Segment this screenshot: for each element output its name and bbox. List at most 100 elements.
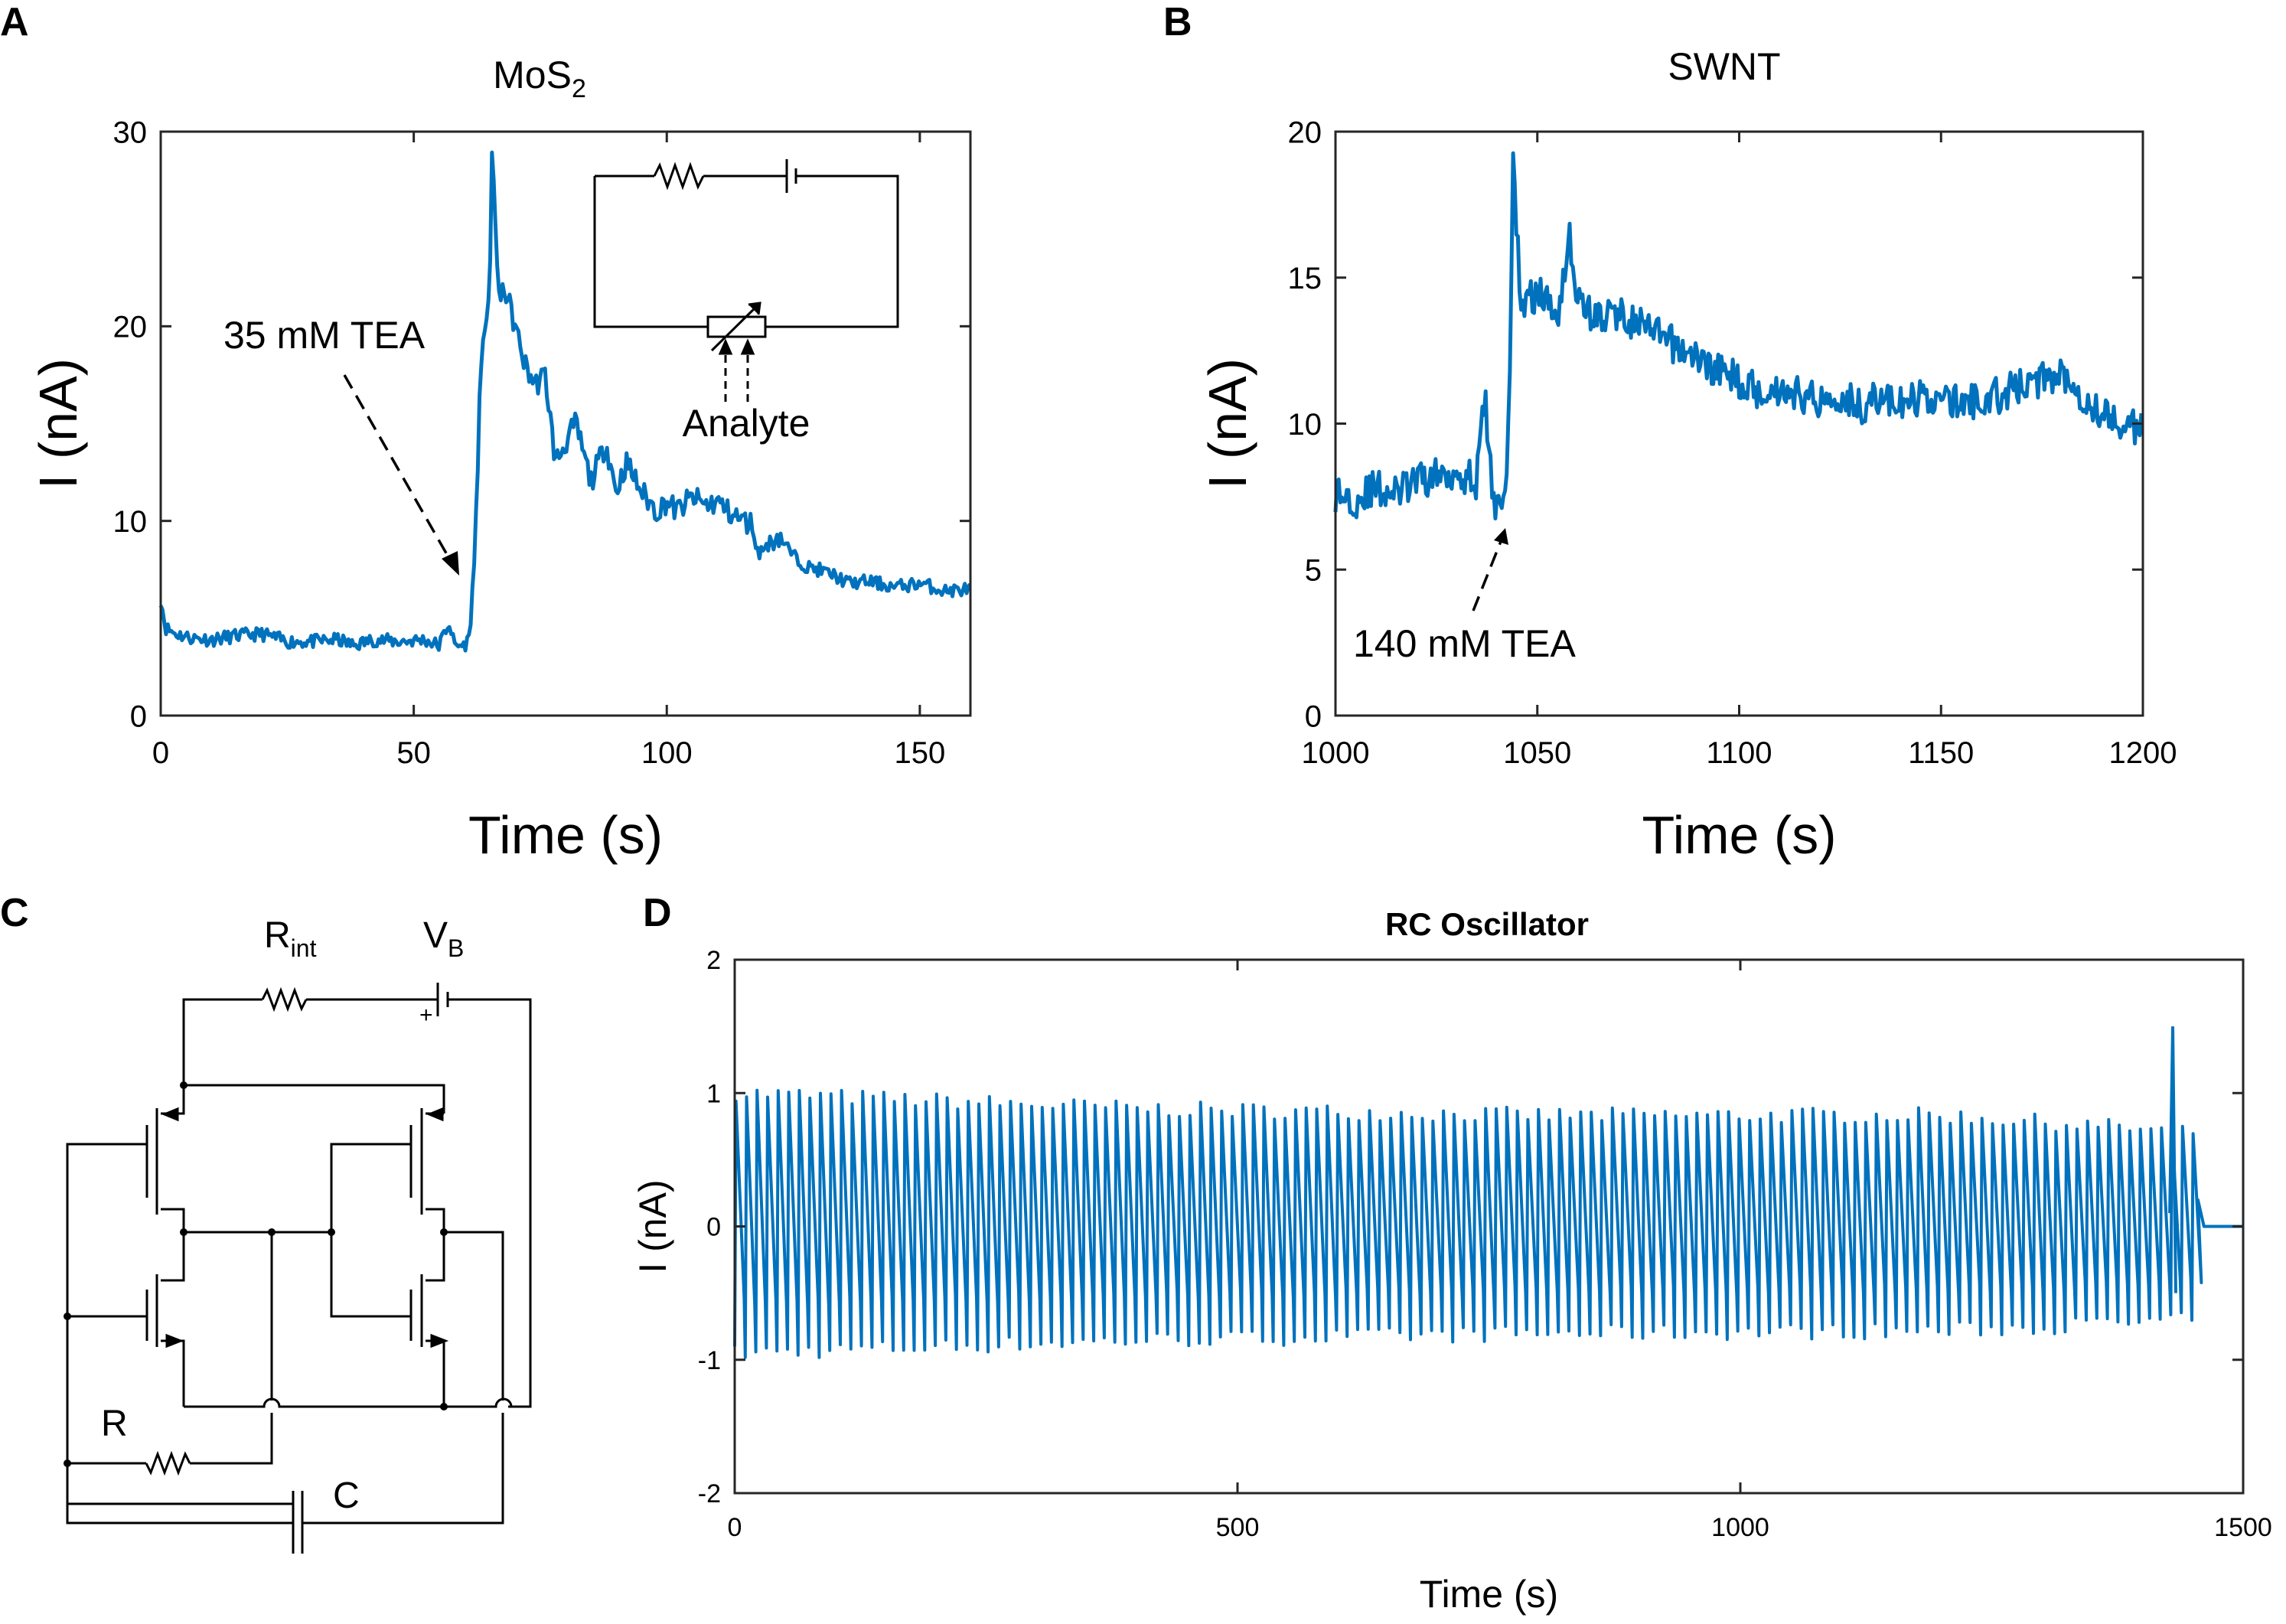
feedback-resistor <box>145 1450 191 1476</box>
panel-a-annotation: 35 mM TEA <box>223 314 426 357</box>
x-tick-label: 1500 <box>2214 1513 2272 1542</box>
wire-ground-rail <box>184 1397 513 1408</box>
circuit <box>66 983 532 1554</box>
wire-output-to-cap <box>302 1413 504 1525</box>
x-axis-label: Time (s) <box>1642 805 1836 865</box>
panel-c: C Rint VB + R C <box>0 891 532 1554</box>
wire-cap-left <box>66 1463 293 1525</box>
x-tick-label: 100 <box>641 736 693 770</box>
panel-a-inset-circuit <box>593 159 899 402</box>
x-axis-label: Time (s) <box>1420 1573 1558 1616</box>
rint-resistor <box>261 986 308 1013</box>
rint-label-subscript: int <box>291 934 317 962</box>
y-tick-label: 0 <box>706 1213 721 1242</box>
vb-label-main: V <box>423 915 448 956</box>
x-tick-label: 1100 <box>1706 736 1772 770</box>
y-tick-label: 1 <box>706 1079 721 1108</box>
series-line-0 <box>733 1088 2243 1359</box>
nmos-left-arrow <box>165 1333 184 1348</box>
wire-left-input <box>66 1143 293 1505</box>
pmos-left-arrow <box>161 1107 179 1122</box>
nmos-right-drain <box>426 1232 445 1282</box>
y-tick-label: 20 <box>113 311 148 344</box>
wire-top-right <box>448 998 532 1408</box>
panel-a-title-main: MoS <box>493 54 572 96</box>
x-tick-label: 150 <box>895 736 946 770</box>
panel-d-plot: 0 500 1000 1500 -2 -1 0 1 2 Time (s) I (nA) <box>631 946 2272 1616</box>
panel-a-letter: A <box>0 0 29 44</box>
y-tick-label: -1 <box>698 1346 721 1375</box>
series-line-0 <box>158 150 972 653</box>
axes-box <box>733 958 2245 1495</box>
y-tick-label: -2 <box>698 1479 721 1508</box>
circuit-junction-dots <box>64 1081 448 1467</box>
x-axis-label: Time (s) <box>468 805 663 865</box>
y-tick-label: 0 <box>1305 699 1322 733</box>
y-tick-label: 10 <box>1288 408 1322 442</box>
inset-variable-arrowhead <box>748 302 761 315</box>
inset-wire-left <box>593 176 708 328</box>
wire-top-left <box>182 998 263 1085</box>
x-tick-label: 1050 <box>1503 736 1571 770</box>
y-tick-label: 0 <box>130 699 147 733</box>
inset-variable-arrow <box>710 302 761 352</box>
wire-right-output <box>444 1231 504 1401</box>
panel-a-inset-label: Analyte <box>683 402 810 445</box>
x-tick-label: 0 <box>728 1513 742 1542</box>
pmos-left-source <box>161 1085 185 1115</box>
panel-c-letter: C <box>0 891 29 935</box>
inset-analyte-arrowhead-left <box>718 338 733 355</box>
vb-label: VB <box>423 915 464 962</box>
panel-b-annotation-arrow <box>1472 528 1508 611</box>
x-tick-label: 1000 <box>1711 1513 1769 1542</box>
inset-resistor-zigzag <box>653 161 705 191</box>
series-line-0 <box>1333 151 2144 520</box>
x-tick-label: 0 <box>152 736 169 770</box>
panel-b-letter: B <box>1163 0 1192 44</box>
panel-a-title: MoS2 <box>493 54 586 103</box>
pmos-right-arrow <box>426 1107 444 1122</box>
panel-a-title-subscript: 2 <box>572 74 586 103</box>
wire-right-input <box>330 1143 411 1318</box>
panel-b-annotation: 140 mM TEA <box>1353 622 1576 665</box>
nmos-left-source <box>161 1339 185 1407</box>
x-tick-label: 1200 <box>2109 736 2177 770</box>
y-tick-label: 20 <box>1288 116 1322 149</box>
pmos-right-drain <box>426 1208 445 1232</box>
rint-label-main: R <box>264 915 291 956</box>
x-tick-label: 500 <box>1216 1513 1260 1542</box>
series-spike <box>2168 1026 2177 1293</box>
panel-b: B SWNT 1000 1050 1100 1150 1200 0 5 10 15 20 Time … <box>1163 0 2177 865</box>
x-tick-label: 1150 <box>1908 736 1974 770</box>
nmos-right-source <box>426 1339 445 1407</box>
y-tick-label: 10 <box>113 505 148 539</box>
y-axis-label: I (nA) <box>1198 358 1257 489</box>
panel-a-plot: 0 50 100 150 0 10 20 30 Time (s) I (nA) <box>28 116 972 865</box>
nmos-right-arrow <box>430 1333 449 1348</box>
panel-b-title: SWNT <box>1668 45 1780 88</box>
pmos-left-drain <box>161 1208 185 1232</box>
wire-r-node-lower <box>190 1413 273 1465</box>
inset-analyte-arrowhead-right <box>740 338 755 355</box>
wire-vdd-rail <box>184 1084 445 1114</box>
y-tick-label: 5 <box>1305 554 1322 588</box>
battery-plus-label: + <box>419 1003 433 1028</box>
x-tick-label: 1000 <box>1302 736 1370 770</box>
nmos-left-drain <box>161 1232 185 1282</box>
inset-wire-right <box>765 174 899 328</box>
inset-sensor-resistor <box>706 315 767 338</box>
rint-label: Rint <box>264 915 317 962</box>
y-tick-label: 2 <box>706 946 721 975</box>
vb-label-subscript: B <box>448 934 464 962</box>
panel-a-annotation-arrow <box>343 374 459 576</box>
r-label: R <box>101 1404 128 1444</box>
c-label: C <box>333 1476 360 1516</box>
y-tick-label: 30 <box>113 116 148 149</box>
y-tick-label: 15 <box>1288 262 1322 295</box>
axes-box <box>159 130 972 717</box>
panel-b-plot: 1000 1050 1100 1150 1200 0 5 10 15 20 Time (s) I (n… <box>1198 116 2177 865</box>
panel-d: D RC Oscillator 0 500 1000 1500 -2 -1 0 1 2 Time … <box>631 891 2272 1616</box>
y-axis-label: I (nA) <box>631 1179 674 1273</box>
x-tick-label: 50 <box>396 736 431 770</box>
